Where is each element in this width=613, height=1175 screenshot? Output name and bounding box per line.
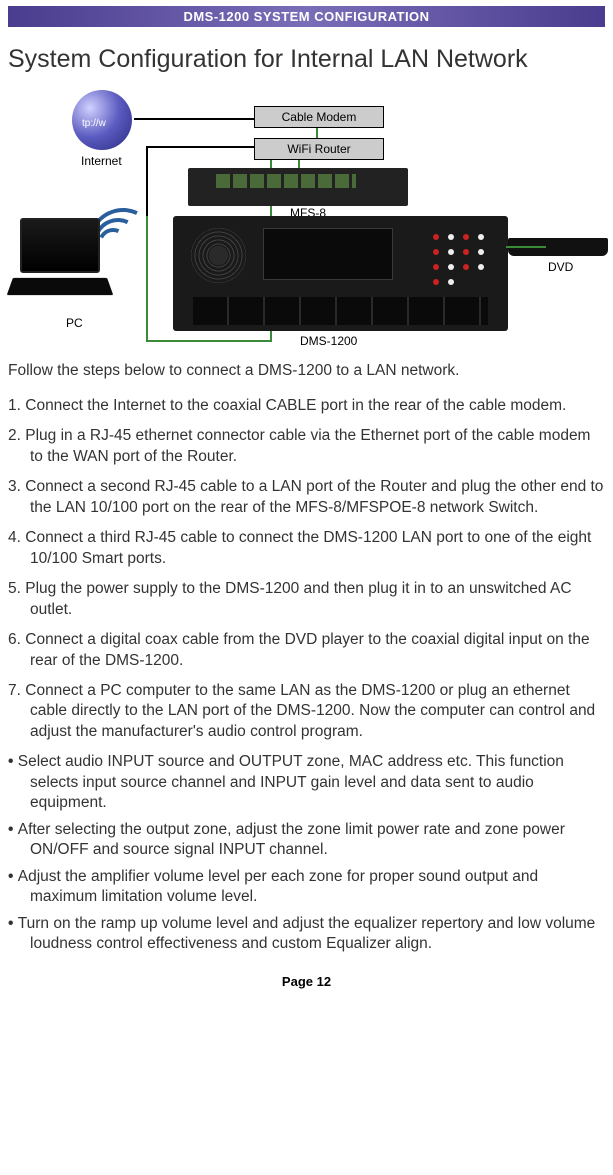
mfs8-switch-icon	[188, 168, 408, 206]
bullets-list: Select audio INPUT source and OUTPUT zon…	[8, 752, 605, 954]
page-header: DMS-1200 SYSTEM CONFIGURATION	[8, 6, 605, 27]
step-item: Connect a PC computer to the same LAN as…	[8, 681, 605, 742]
wifi-router-box: WiFi Router	[254, 138, 384, 160]
steps-list: Connect the Internet to the coaxial CABL…	[8, 396, 605, 742]
step-item: Connect the Internet to the coaxial CABL…	[8, 396, 605, 416]
cable-modem-box: Cable Modem	[254, 106, 384, 128]
internet-label: Internet	[81, 154, 122, 168]
bullet-item: After selecting the output zone, adjust …	[8, 820, 605, 861]
dms1200-device-icon	[173, 216, 508, 331]
intro-text: Follow the steps below to connect a DMS-…	[8, 362, 605, 380]
bullet-item: Turn on the ramp up volume level and adj…	[8, 914, 605, 955]
step-item: Plug in a RJ-45 ethernet connector cable…	[8, 426, 605, 467]
pc-label: PC	[66, 316, 83, 330]
step-item: Connect a third RJ-45 cable to connect t…	[8, 528, 605, 569]
internet-globe-icon	[72, 90, 132, 150]
step-item: Plug the power supply to the DMS-1200 an…	[8, 579, 605, 620]
dvd-label: DVD	[548, 260, 573, 274]
network-diagram: Internet Cable Modem WiFi Router MFS-8 P…	[8, 88, 605, 348]
pc-laptop-icon	[20, 218, 145, 308]
step-item: Connect a digital coax cable from the DV…	[8, 630, 605, 671]
bullet-item: Adjust the amplifier volume level per ea…	[8, 867, 605, 908]
step-item: Connect a second RJ-45 cable to a LAN po…	[8, 477, 605, 518]
page-title: System Configuration for Internal LAN Ne…	[8, 45, 605, 74]
page-footer: Page 12	[8, 974, 605, 989]
header-text: DMS-1200 SYSTEM CONFIGURATION	[183, 9, 429, 24]
dms1200-label: DMS-1200	[300, 334, 357, 348]
bullet-item: Select audio INPUT source and OUTPUT zon…	[8, 752, 605, 813]
